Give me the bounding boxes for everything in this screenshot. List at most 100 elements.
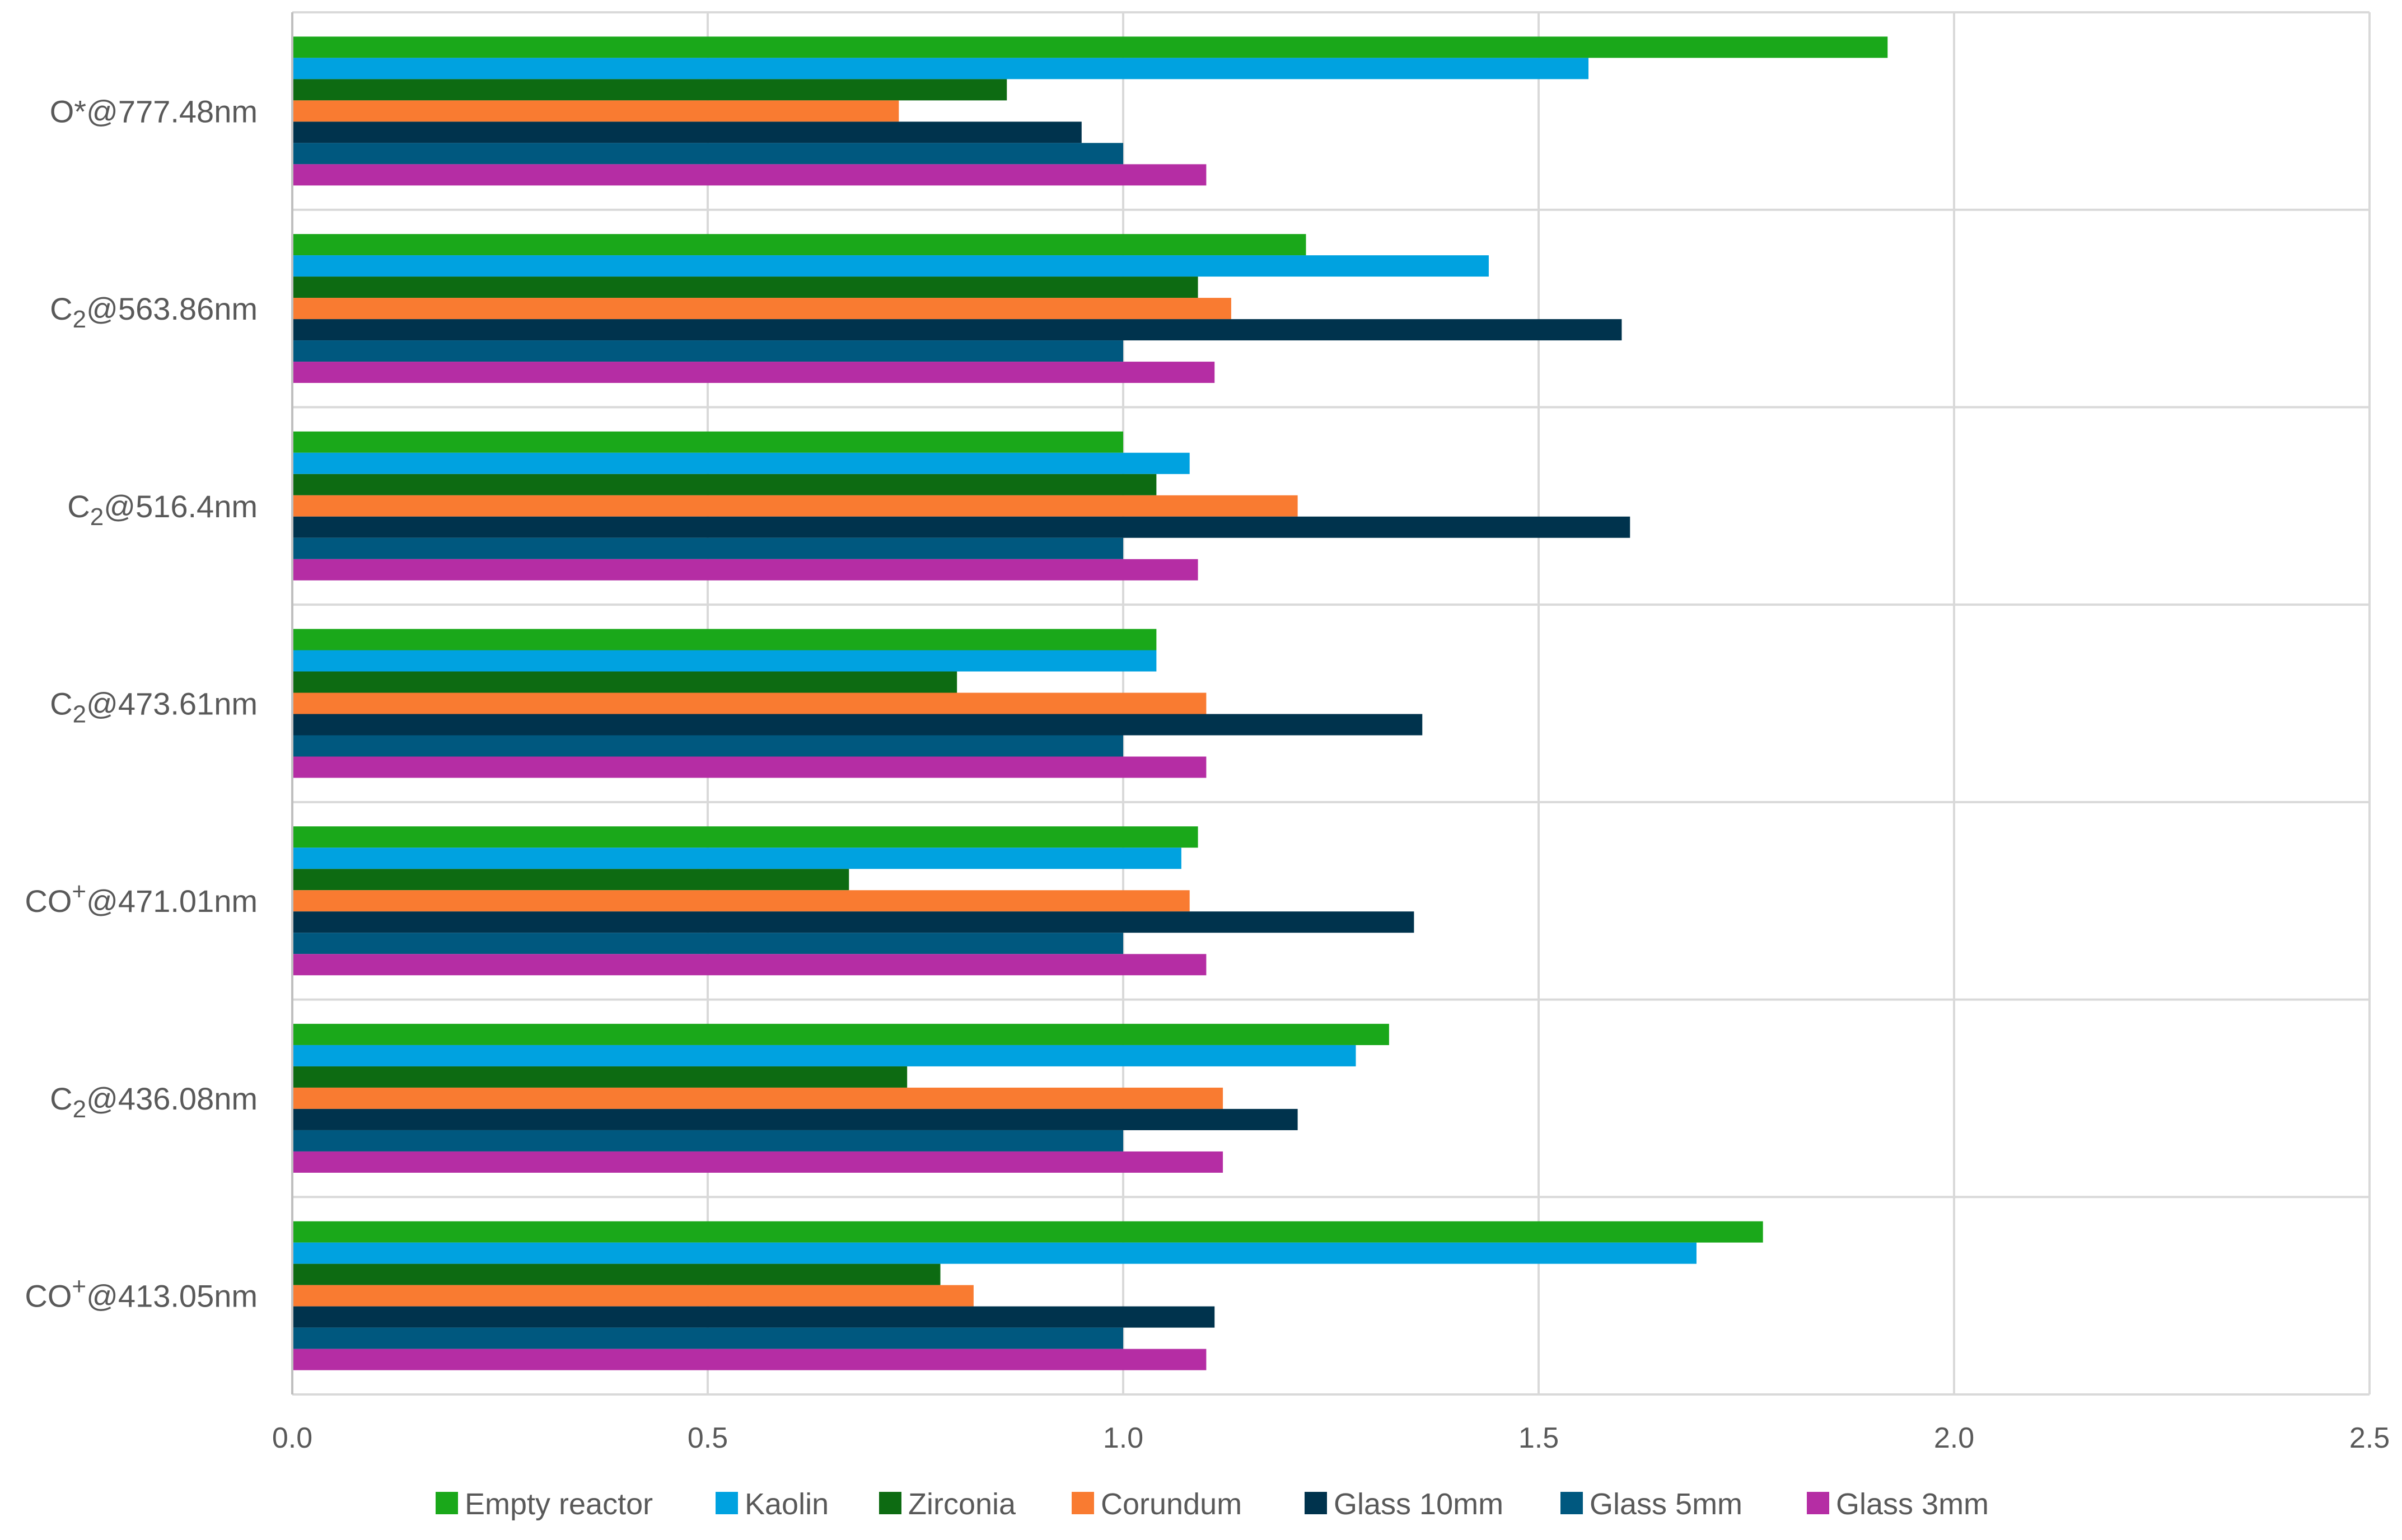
bar <box>292 692 1207 714</box>
bar <box>292 1349 1207 1370</box>
bar <box>292 1306 1215 1328</box>
bar <box>292 1130 1123 1152</box>
legend-label: Empty reactor <box>465 1487 653 1521</box>
legend-swatch <box>1807 1492 1829 1514</box>
bar <box>292 1242 1697 1264</box>
bar <box>292 650 1157 672</box>
category-label: CO+@413.05nm <box>25 1273 258 1314</box>
bar <box>292 1108 1298 1130</box>
bar <box>292 340 1123 362</box>
bar <box>292 1151 1223 1173</box>
category-label: O*@777.48nm <box>50 93 258 129</box>
bar <box>292 1327 1123 1349</box>
legend-label: Glass 3mm <box>1836 1487 1989 1521</box>
x-tick-labels: 0.0 0.5 1.0 1.5 2.0 2.5 <box>272 1422 2390 1454</box>
category-label-subscript: 2 <box>73 1096 86 1123</box>
category-label: C2@516.4nm <box>67 489 258 531</box>
category-label-main: C <box>50 686 72 722</box>
bar <box>292 234 1306 256</box>
legend-swatch <box>1560 1492 1583 1514</box>
bar <box>292 1045 1356 1066</box>
bar <box>292 1221 1763 1243</box>
bar <box>292 255 1489 277</box>
bar <box>292 1066 908 1088</box>
x-tick-label: 0.0 <box>272 1422 312 1454</box>
category-label-main: C <box>50 1081 72 1116</box>
legend: Empty reactor Kaolin Zirconia Corundum Glass… <box>436 1487 1989 1521</box>
bar <box>292 319 1622 341</box>
bar <box>292 714 1423 736</box>
x-tick-label: 2.0 <box>1934 1422 1974 1454</box>
bar <box>292 756 1207 778</box>
bar <box>292 537 1123 559</box>
legend-swatch <box>436 1492 458 1514</box>
bar <box>292 79 1007 101</box>
category-label-subscript: 2 <box>90 503 104 531</box>
bar <box>292 495 1298 517</box>
x-tick-label: 1.5 <box>1518 1422 1559 1454</box>
category-label-subscript: 2 <box>73 701 86 728</box>
bar <box>292 671 957 693</box>
bar <box>292 431 1123 453</box>
category-labels: O*@777.48nmC2@563.86nmC2@516.4nmC2@473.6… <box>25 93 258 1313</box>
legend-swatch <box>879 1492 901 1514</box>
bar <box>292 848 1181 869</box>
category-label-main: CO <box>25 883 72 919</box>
category-label-superscript: + <box>72 1273 86 1300</box>
legend-label: Zirconia <box>908 1487 1016 1521</box>
bar <box>292 869 849 891</box>
x-tick-label: 1.0 <box>1103 1422 1143 1454</box>
legend-label: Glass 5mm <box>1590 1487 1742 1521</box>
bar <box>292 559 1198 581</box>
category-label-suffix: @471.01nm <box>86 883 258 919</box>
category-label: CO+@471.01nm <box>25 878 258 919</box>
bar <box>292 1023 1389 1045</box>
bar <box>292 474 1157 495</box>
bar <box>292 1263 941 1285</box>
category-label-suffix: @436.08nm <box>86 1081 258 1116</box>
category-label-suffix: @473.61nm <box>86 686 258 722</box>
category-label-main: O*@777.48nm <box>50 93 258 129</box>
bar <box>292 629 1157 650</box>
bar <box>292 277 1198 298</box>
bar <box>292 933 1123 954</box>
bar <box>292 954 1207 976</box>
bars <box>292 36 1888 1370</box>
bar <box>292 826 1198 848</box>
x-tick-label: 0.5 <box>688 1422 728 1454</box>
bar <box>292 58 1589 79</box>
x-tick-label: 2.5 <box>2349 1422 2390 1454</box>
legend-label: Glass 10mm <box>1334 1487 1503 1521</box>
bar <box>292 911 1414 933</box>
category-label-suffix: @516.4nm <box>104 489 258 524</box>
bar <box>292 516 1630 538</box>
category-label-main: C <box>67 489 90 524</box>
legend-swatch <box>1072 1492 1094 1514</box>
category-label: C2@473.61nm <box>50 686 258 728</box>
legend-swatch <box>1305 1492 1327 1514</box>
category-label: C2@436.08nm <box>50 1081 258 1123</box>
bar <box>292 100 899 122</box>
legend-swatch <box>716 1492 738 1514</box>
bar <box>292 1285 974 1307</box>
bar <box>292 890 1190 912</box>
category-label-subscript: 2 <box>73 306 86 333</box>
bar <box>292 452 1190 474</box>
bar <box>292 164 1207 186</box>
category-label-suffix: @563.86nm <box>86 291 258 326</box>
bar <box>292 121 1082 143</box>
category-label-main: CO <box>25 1279 72 1314</box>
bar <box>292 143 1123 165</box>
category-label: C2@563.86nm <box>50 291 258 333</box>
category-label-main: C <box>50 291 72 326</box>
bar <box>292 735 1123 757</box>
bar <box>292 362 1215 383</box>
bar <box>292 298 1231 320</box>
category-label-suffix: @413.05nm <box>86 1279 258 1314</box>
gridlines <box>292 11 2371 1396</box>
bar <box>292 1087 1223 1109</box>
legend-label: Kaolin <box>745 1487 829 1521</box>
category-label-superscript: + <box>72 878 86 905</box>
bar <box>292 36 1888 58</box>
